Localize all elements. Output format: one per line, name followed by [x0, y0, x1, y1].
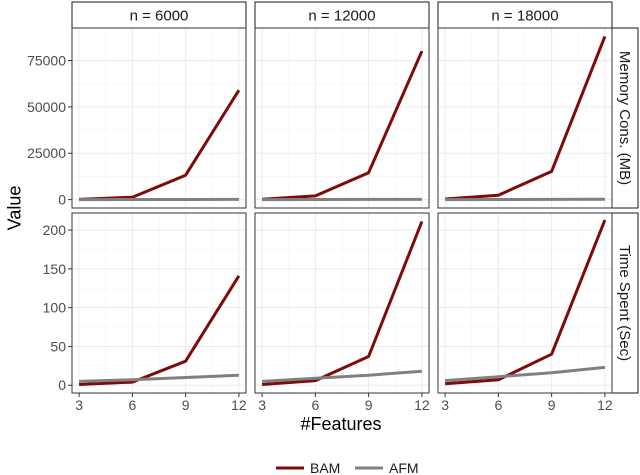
panel-border — [437, 212, 613, 394]
panel — [71, 27, 247, 209]
x-tick-label: 12 — [414, 397, 430, 413]
legend-label-afm: AFM — [389, 460, 419, 475]
x-tick-label: 3 — [258, 397, 266, 413]
series-line-bam — [444, 219, 607, 386]
y-tick-label: 25000 — [27, 145, 66, 161]
row-strip-label: Memory Cons. (MB) — [616, 51, 633, 185]
column-strip — [437, 1, 613, 29]
panel-border — [254, 27, 430, 209]
row-strip — [611, 212, 639, 394]
panel — [437, 212, 613, 394]
y-tick-label: 200 — [43, 222, 67, 238]
x-tick-label: 6 — [311, 397, 319, 413]
x-tick-label: 3 — [441, 397, 449, 413]
x-tick-label: 12 — [231, 397, 247, 413]
panel-border — [437, 27, 613, 209]
series-line-afm — [262, 369, 423, 383]
x-tick-label: 6 — [494, 397, 502, 413]
series-line-bam — [262, 50, 424, 201]
series-line-afm — [444, 365, 606, 383]
y-axis-title: Value — [4, 186, 24, 231]
series-line-afm — [79, 373, 239, 383]
series-line-bam — [79, 275, 241, 386]
x-tick-label: 6 — [128, 397, 136, 413]
y-tick-label: 75000 — [27, 52, 66, 68]
x-tick-label: 9 — [365, 397, 373, 413]
panel — [71, 212, 247, 394]
column-strip — [254, 1, 430, 29]
y-tick-label: 100 — [43, 300, 67, 316]
column-strip-label: n = 12000 — [308, 7, 375, 24]
panel — [254, 27, 430, 209]
series-line-bam — [444, 35, 607, 201]
panel-border — [71, 27, 247, 209]
x-axis-title: #Features — [300, 414, 381, 434]
y-tick-label: 0 — [58, 377, 66, 393]
x-tick-label: 9 — [182, 397, 190, 413]
y-tick-label: 150 — [43, 261, 67, 277]
row-strip-label: Time Spent (Sec) — [616, 245, 633, 361]
legend: BAM AFM — [276, 460, 419, 475]
legend-label-bam: BAM — [310, 460, 340, 475]
x-tick-label: 3 — [75, 397, 83, 413]
panel-border — [71, 212, 247, 394]
column-strip — [71, 1, 247, 29]
panel — [437, 27, 613, 209]
y-tick-label: 50000 — [27, 99, 66, 115]
column-strip-label: n = 18000 — [491, 7, 558, 24]
x-tick-label: 9 — [548, 397, 556, 413]
y-tick-label: 50 — [50, 338, 66, 354]
panel — [254, 212, 430, 394]
series-line-bam — [261, 220, 424, 386]
panel-border — [254, 212, 430, 394]
column-strip-label: n = 6000 — [130, 7, 189, 24]
y-tick-label: 0 — [58, 192, 66, 208]
x-tick-label: 12 — [597, 397, 613, 413]
